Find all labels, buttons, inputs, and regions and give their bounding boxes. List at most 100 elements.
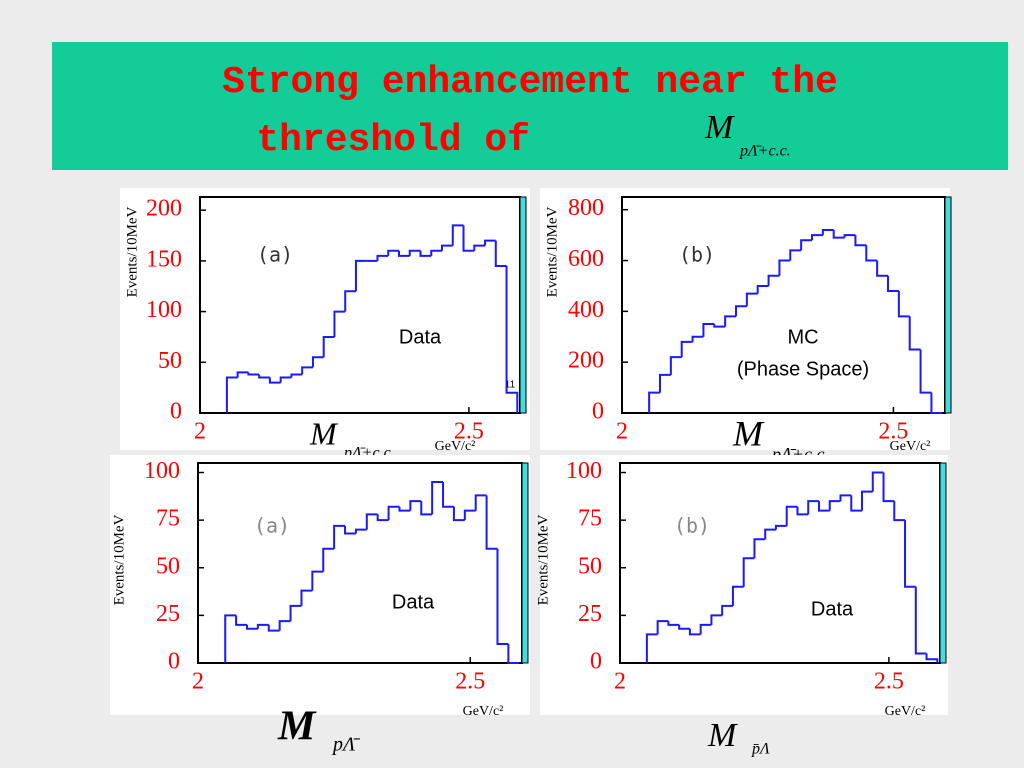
histogram-bin [648, 391, 660, 413]
title-subscript: pΛ̄+c.c. [739, 143, 791, 160]
y-tick-label: 100 [146, 297, 182, 323]
x-tick-label: 2.5 [878, 419, 908, 445]
y-axis-title: Events/10MeV [535, 514, 551, 605]
histogram-bin [247, 372, 260, 376]
histogram-bin [409, 500, 422, 511]
histogram-bin [832, 230, 845, 239]
histogram-bin [710, 614, 723, 625]
histogram-bin [462, 225, 475, 252]
histogram-bin [680, 340, 693, 358]
histogram-bin [507, 643, 520, 664]
histogram-bin [699, 623, 712, 635]
histogram-bin [887, 275, 899, 293]
histogram-bin [484, 239, 496, 246]
title-banner [52, 42, 1008, 170]
x-axis-symbol: M [309, 415, 339, 451]
x-tick-label: 2.5 [455, 669, 485, 695]
histogram-bin [419, 250, 432, 257]
histogram-bin [300, 589, 313, 606]
histogram-bin [430, 249, 443, 256]
frame-edge [521, 462, 529, 664]
y-axis-title: Events/10MeV [124, 206, 140, 297]
y-tick-label: 0 [592, 399, 604, 425]
histogram-bin [919, 349, 932, 394]
x-axis-unit: GeV/c² [890, 439, 931, 454]
histogram-bin [742, 557, 755, 587]
y-axis-title: Events/10MeV [544, 206, 560, 297]
x-axis-subscript: p̄Λ [751, 741, 770, 758]
histogram-bin [278, 620, 291, 631]
histogram-bin [397, 250, 410, 257]
histogram-bin [897, 291, 910, 318]
histogram-bin [387, 505, 400, 521]
y-tick-label: 0 [170, 399, 182, 425]
y-tick-label: 400 [568, 297, 604, 323]
histogram-bin [268, 377, 281, 384]
histogram-bin [311, 570, 324, 591]
histogram-bin [494, 240, 507, 267]
histogram-bin [398, 506, 411, 512]
histogram-bin [688, 628, 701, 636]
frame-edge [939, 462, 947, 664]
y-tick-label: 600 [568, 246, 604, 272]
histogram-bin [865, 245, 878, 262]
histogram-bin [724, 315, 736, 327]
histogram-bin [908, 316, 921, 351]
histogram-bin [463, 509, 476, 521]
y-tick-label: 75 [578, 506, 602, 532]
panel-background [540, 188, 950, 450]
histogram-bin [354, 528, 367, 534]
histogram-bin [354, 259, 367, 292]
histogram-bin [301, 366, 313, 375]
y-tick-label: 800 [568, 195, 604, 221]
y-tick-label: 50 [578, 553, 602, 579]
histogram-bin [246, 624, 258, 630]
x-axis-symbol: M [707, 717, 738, 754]
panel-background [120, 188, 530, 450]
histogram-bin [236, 371, 249, 378]
slide-title-line2: threshold of [256, 119, 530, 162]
histogram-bin [322, 335, 335, 358]
histogram-bin [365, 513, 378, 530]
y-tick-label: 0 [168, 649, 180, 675]
x-tick-label: 2.5 [454, 419, 484, 445]
histogram-bin [311, 356, 324, 368]
histogram-bin [485, 495, 498, 550]
y-tick-label: 100 [144, 458, 180, 484]
histogram-bin [496, 548, 509, 645]
histogram-bin [474, 494, 487, 511]
histogram-bin [408, 249, 421, 256]
histogram-bin [713, 324, 726, 328]
x-tick-label: 2 [192, 669, 204, 695]
histogram-bin [789, 249, 802, 261]
histogram-bin [796, 506, 809, 516]
x-tick-label: 2.5 [874, 669, 904, 695]
histogram-bin [811, 234, 823, 241]
histogram-bin [431, 481, 444, 515]
annotation: Data [811, 598, 854, 620]
histogram-bin [441, 244, 453, 251]
y-tick-label: 75 [156, 506, 180, 532]
x-axis-symbol: M [277, 704, 317, 750]
y-tick-label: 200 [146, 196, 182, 222]
annotation: Data [392, 591, 435, 613]
histogram-bin [753, 538, 766, 559]
histogram-bin [256, 623, 269, 629]
histogram-bin [387, 249, 399, 256]
histogram-bin [702, 323, 715, 337]
histogram-bin [452, 506, 465, 522]
histogram-bin [721, 604, 733, 616]
x-tick-label: 2 [614, 669, 626, 695]
y-tick-label: 0 [590, 649, 602, 675]
y-axis-title: Events/10MeV [111, 514, 127, 605]
x-axis-unit: GeV/c² [885, 704, 926, 719]
histogram-bin [821, 229, 834, 236]
y-tick-label: 100 [566, 458, 602, 484]
panel-label: (a) [257, 243, 293, 267]
histogram-bin [344, 290, 356, 312]
histogram-bin [731, 585, 744, 606]
histogram-bin [745, 292, 758, 307]
histogram-bin [807, 500, 819, 515]
title-symbol: M [704, 109, 735, 146]
histogram-bin [678, 624, 690, 630]
